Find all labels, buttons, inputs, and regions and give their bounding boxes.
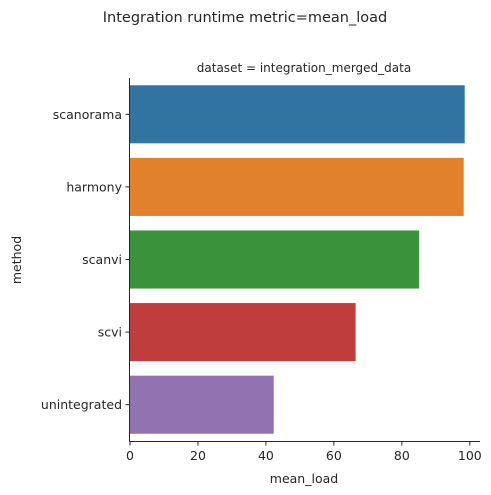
bar-scanorama bbox=[130, 85, 465, 144]
x-tick-label-40: 40 bbox=[258, 448, 274, 463]
x-tick-label-100: 100 bbox=[458, 448, 482, 463]
x-tick-label-80: 80 bbox=[394, 448, 410, 463]
y-ticks-group: scanorama harmony scanvi scvi unintegrated bbox=[41, 107, 130, 412]
y-tick-label-scanorama: scanorama bbox=[53, 107, 122, 122]
x-ticks-group: 0 20 40 60 80 100 bbox=[126, 441, 482, 463]
y-tick-label-harmony: harmony bbox=[66, 179, 122, 194]
y-axis-label: method bbox=[9, 236, 24, 284]
bar-harmony bbox=[130, 157, 464, 216]
y-tick-label-unintegrated: unintegrated bbox=[41, 397, 122, 412]
x-axis-label: mean_load bbox=[270, 471, 338, 486]
bar-unintegrated bbox=[130, 375, 274, 434]
x-tick-label-0: 0 bbox=[126, 448, 134, 463]
y-tick-label-scvi: scvi bbox=[98, 325, 122, 340]
x-tick-label-20: 20 bbox=[190, 448, 206, 463]
x-tick-label-60: 60 bbox=[326, 448, 342, 463]
y-tick-label-scanvi: scanvi bbox=[82, 252, 122, 267]
chart-title: Integration runtime metric=mean_load bbox=[103, 10, 387, 26]
facet-title: dataset = integration_merged_data bbox=[197, 61, 411, 75]
bars-group bbox=[130, 85, 465, 434]
bar-scanvi bbox=[130, 230, 420, 289]
bar-scvi bbox=[130, 303, 356, 362]
